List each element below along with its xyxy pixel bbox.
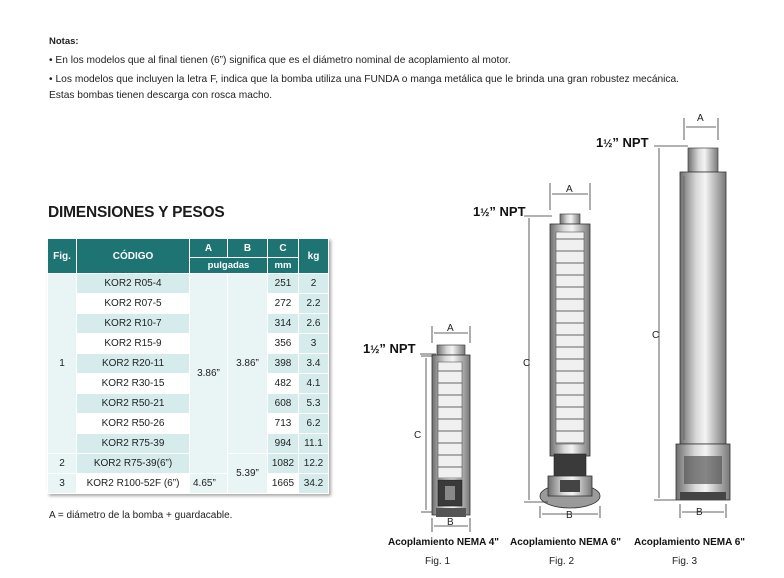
code-cell: KOR2 R75-39 xyxy=(76,433,190,454)
header-kg: kg xyxy=(298,238,329,274)
dimensions-table: Fig. CÓDIGO A B C kg pulgadas mm 1 KOR2 … xyxy=(47,238,329,494)
pump-fig-2 xyxy=(539,213,601,509)
table-header-row: Fig. CÓDIGO A B C kg xyxy=(47,238,329,274)
dim-lines-fig-1 xyxy=(420,326,471,532)
code-cell: KOR2 R50-26 xyxy=(76,413,190,434)
dim-b-fig-3: B xyxy=(696,507,703,518)
fig-label-1: Fig. 1 xyxy=(425,556,451,567)
dim-b-fig-2: B xyxy=(566,510,573,521)
kg-cell: 2.2 xyxy=(298,293,329,314)
table-heading: DIMENSIONES Y PESOS xyxy=(48,204,225,221)
c-cell: 272 xyxy=(267,293,299,314)
npt-fraction: ½ xyxy=(480,207,490,219)
dim-a-fig-1: A xyxy=(447,323,454,334)
header-pulgadas: pulgadas xyxy=(189,257,268,274)
code-cell: KOR2 R15-9 xyxy=(76,333,190,354)
table-row: KOR2 R50-21 608 5.3 xyxy=(48,393,329,414)
table-row: KOR2 R75-39 994 11.1 xyxy=(48,433,329,454)
c-cell: 356 xyxy=(267,333,299,354)
caption-fig-2: Acoplamiento NEMA 6" xyxy=(510,537,622,548)
c-cell: 1082 xyxy=(267,453,299,474)
note-item-2: • Los modelos que incluyen la letra F, i… xyxy=(49,74,679,101)
npt-label-fig-1: 1½” NPT xyxy=(363,341,416,356)
table-row: KOR2 R50-26 713 6.2 xyxy=(48,413,329,434)
npt-suffix: ” NPT xyxy=(379,341,416,356)
fig-label-3: Fig. 3 xyxy=(672,556,698,567)
dim-c-fig-1: C xyxy=(414,430,422,441)
b-cell: 3.86” xyxy=(227,273,268,454)
npt-fraction: ½ xyxy=(370,344,380,356)
kg-cell: 6.2 xyxy=(298,413,329,434)
npt-suffix: ” NPT xyxy=(489,204,526,219)
fig-cell: 1 xyxy=(47,273,77,454)
pump-fig-1 xyxy=(431,344,471,517)
c-cell: 608 xyxy=(267,393,299,414)
caption-fig-3: Acoplamiento NEMA 6" xyxy=(634,537,746,548)
table-row: 3 KOR2 R100-52F (6”) 4.65” 1665 34.2 xyxy=(47,473,329,494)
c-cell: 398 xyxy=(267,353,299,374)
a-cell: 3.86” xyxy=(189,273,228,474)
c-cell: 314 xyxy=(267,313,299,334)
footnote: A = diámetro de la bomba + guardacable. xyxy=(49,510,233,521)
dim-a-fig-2: A xyxy=(566,184,573,195)
npt-fraction: ½ xyxy=(603,138,613,150)
kg-cell: 2.6 xyxy=(298,313,329,334)
header-mm: mm xyxy=(267,257,299,274)
kg-cell: 3.4 xyxy=(298,353,329,374)
header-fig: Fig. xyxy=(47,238,77,274)
npt-whole: 1 xyxy=(596,135,604,150)
note-item-1: • En los modelos que al final tienen (6”… xyxy=(49,55,511,66)
b-cell: 5.39” xyxy=(227,453,268,494)
dim-b-fig-1: B xyxy=(447,517,454,528)
fig-cell: 2 xyxy=(47,453,77,474)
code-cell: KOR2 R20-11 xyxy=(76,353,190,374)
c-cell: 251 xyxy=(267,273,299,294)
code-cell: KOR2 R07-5 xyxy=(76,293,190,314)
npt-label-fig-2: 1½” NPT xyxy=(473,204,526,219)
kg-cell: 5.3 xyxy=(298,393,329,414)
a-cell: 4.65” xyxy=(189,473,228,494)
kg-cell: 11.1 xyxy=(298,433,329,454)
header-b: B xyxy=(227,238,268,258)
pump-fig-3 xyxy=(675,147,731,501)
header-code: CÓDIGO xyxy=(76,238,190,274)
npt-suffix: ” NPT xyxy=(612,135,649,150)
code-cell: KOR2 R50-21 xyxy=(76,393,190,414)
table-row: KOR2 R15-9 356 3 xyxy=(48,333,329,354)
kg-cell: 2 xyxy=(298,273,329,294)
dim-c-fig-3: C xyxy=(652,330,660,341)
caption-fig-1: Acoplamiento NEMA 4" xyxy=(388,537,500,548)
table-row: 1 KOR2 R05-4 3.86” 3.86” 251 2 xyxy=(47,273,329,474)
fig-label-2: Fig. 2 xyxy=(549,556,575,567)
notes-title: Notas: xyxy=(49,36,79,47)
fig-cell: 3 xyxy=(47,473,77,494)
npt-label-fig-3: 1½” NPT xyxy=(596,135,649,150)
table-row: KOR2 R20-11 398 3.4 xyxy=(48,353,329,374)
npt-whole: 1 xyxy=(473,204,481,219)
dim-c-fig-2: C xyxy=(523,358,531,369)
code-cell: KOR2 R100-52F (6”) xyxy=(76,473,190,494)
dim-lines-fig-3 xyxy=(654,118,727,518)
kg-cell: 34.2 xyxy=(298,473,329,494)
table-row: KOR2 R10-7 314 2.6 xyxy=(48,313,329,334)
dim-lines-fig-2 xyxy=(524,183,601,518)
code-cell: KOR2 R75-39(6”) xyxy=(76,453,190,474)
c-cell: 994 xyxy=(267,433,299,454)
npt-whole: 1 xyxy=(363,341,371,356)
header-a: A xyxy=(189,238,228,258)
table-row: KOR2 R07-5 272 2.2 xyxy=(48,293,329,314)
table-row: 2 KOR2 R75-39(6”) 5.39” 1082 12.2 xyxy=(47,453,329,494)
table-subheader-row: pulgadas mm xyxy=(48,257,329,274)
dim-a-fig-3: A xyxy=(697,113,704,124)
